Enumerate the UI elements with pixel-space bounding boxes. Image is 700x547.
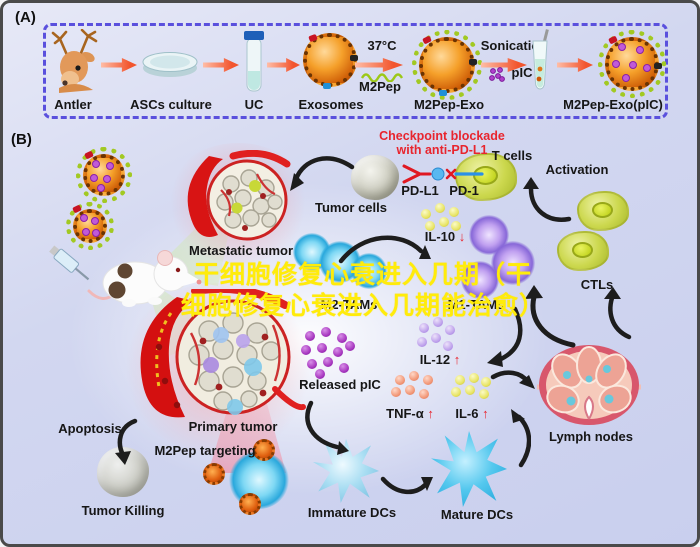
il12-up-arrow: ↑ xyxy=(453,352,461,367)
mature-dcs-label: Mature DCs xyxy=(440,507,514,522)
watermark-line-1: 干细胞修复心衰进入几期（干 xyxy=(193,261,532,289)
m2-tams-label: M2-TAMs xyxy=(320,297,378,312)
apoptosis-label: Apoptosis xyxy=(58,421,122,436)
syringe-icon xyxy=(49,245,90,281)
pic-label: pIC xyxy=(511,65,533,80)
pd-1-label: PD-1 xyxy=(449,183,479,198)
tumor-cell-icon xyxy=(351,155,399,200)
arrow-lymph-to-ctls-1 xyxy=(525,285,576,348)
pd-checkpoint-icon xyxy=(402,164,484,184)
pic-dots-icon xyxy=(489,67,505,82)
tumor-cells-label: Tumor cells xyxy=(314,200,387,215)
m1-tam-3 xyxy=(461,261,499,299)
t-cells-label: T cells xyxy=(491,148,533,163)
il10-dots xyxy=(421,199,461,233)
ascs-culture-label: ASCs culture xyxy=(130,97,212,112)
lymph-nodes-illustration xyxy=(537,345,641,425)
anti-pdl1-label: with anti-PD-L1 xyxy=(396,143,488,157)
il12-label: IL-12 ↑ xyxy=(405,352,475,368)
activated-tcell-1 xyxy=(577,191,629,231)
panel-a-label: (A) xyxy=(15,9,36,26)
tnf-up-arrow: ↑ xyxy=(427,406,434,421)
immature-dcs-label: Immature DCs xyxy=(307,505,397,520)
il6-up-arrow: ↑ xyxy=(482,406,489,421)
arrow-immature-to-mature xyxy=(380,476,433,494)
lymph-nodes-label: Lymph nodes xyxy=(548,429,634,444)
primary-tumor-label: Primary tumor xyxy=(188,419,278,434)
uc-label: UC xyxy=(244,97,264,112)
il6-label: IL-6 ↑ xyxy=(443,406,501,422)
panel-a-dashed-box xyxy=(43,23,668,119)
tnf-dots xyxy=(391,371,437,407)
mouse-icon xyxy=(87,250,202,307)
activated-tcell-2 xyxy=(557,231,609,271)
m2-tam-3 xyxy=(351,253,387,289)
petri-dish-icon xyxy=(142,52,198,77)
panel-b-label: (B) xyxy=(11,131,32,148)
sonication-tube-icon xyxy=(532,29,549,90)
activation-label: Activation xyxy=(545,162,609,177)
arrow-apoptosis xyxy=(115,418,138,465)
temp-label: 37°C xyxy=(367,38,397,53)
m2pep-exo-pic-icon xyxy=(597,29,667,99)
m2pep-label: M2Pep xyxy=(359,79,401,94)
targeting-exosome-3 xyxy=(239,493,261,515)
m1-tams-label: M1-TAMs xyxy=(447,297,505,312)
antler-label: Antler xyxy=(54,97,92,112)
arrow-to-lymph-nodes xyxy=(490,370,535,389)
arrow-m2-to-m1 xyxy=(338,235,431,264)
exosome-icon xyxy=(303,33,358,89)
t-cell-icon xyxy=(455,153,517,201)
tnf-label: TNF-α ↑ xyxy=(375,406,445,422)
metastatic-tumor-label: Metastatic tumor xyxy=(188,243,294,258)
antler-deer-icon xyxy=(51,29,98,93)
m2pep-exo-pic-label: M2Pep-Exo(pIC) xyxy=(563,97,663,112)
m2pep-exo-label: M2Pep-Exo xyxy=(413,97,485,112)
released-pic-dots xyxy=(299,325,355,379)
arrow-lymph-to-ctls-2 xyxy=(604,287,632,340)
primary-tumor-illustration xyxy=(140,289,306,418)
released-pic-label: Released pIC xyxy=(299,377,381,392)
targeting-exosome-1 xyxy=(203,463,225,485)
arrow-mature-dc-up xyxy=(511,409,531,468)
tnf-text: TNF-α xyxy=(386,406,424,421)
arrow-tumorcells-to-metastatic xyxy=(290,156,355,191)
pd-l1-label: PD-L1 xyxy=(401,183,439,198)
exosomes-label: Exosomes xyxy=(298,97,364,112)
arrow-activation xyxy=(523,177,572,222)
ctls-label: CTLs xyxy=(580,277,614,292)
checkpoint-blockade-label: Checkpoint blockade xyxy=(379,129,505,143)
uc-tube-icon xyxy=(244,31,264,92)
metastatic-tumor-illustration xyxy=(187,150,291,241)
injected-exosome-1 xyxy=(75,146,133,204)
arrow-to-immature-dcs xyxy=(305,400,349,455)
il10-label: IL-10 ↓ xyxy=(411,229,479,245)
il6-text: IL-6 xyxy=(455,406,479,421)
watermark-overlay: 干细胞修复心衰进入几期（干 细胞修复心衰进入几期能治愈） xyxy=(148,260,578,322)
il12-dots xyxy=(417,315,455,353)
sonication-label: Sonication xyxy=(480,38,548,53)
il10-text: IL-10 xyxy=(424,229,456,244)
tumor-killing-label: Tumor Killing xyxy=(81,503,165,518)
m2pep-peptide-icon xyxy=(360,73,404,82)
m2pep-exo-icon xyxy=(411,29,483,101)
injected-exosome-2 xyxy=(65,201,115,251)
il6-dots xyxy=(451,371,493,405)
m2pep-targeting-label: M2Pep targeting xyxy=(154,443,256,458)
targeting-exosome-2 xyxy=(253,439,275,461)
arrow-m1-down xyxy=(487,306,523,367)
il10-down-arrow: ↓ xyxy=(458,229,466,244)
il12-text: IL-12 xyxy=(419,352,451,367)
watermark-line-2: 细胞修复心衰进入几期能治愈） xyxy=(180,292,545,320)
